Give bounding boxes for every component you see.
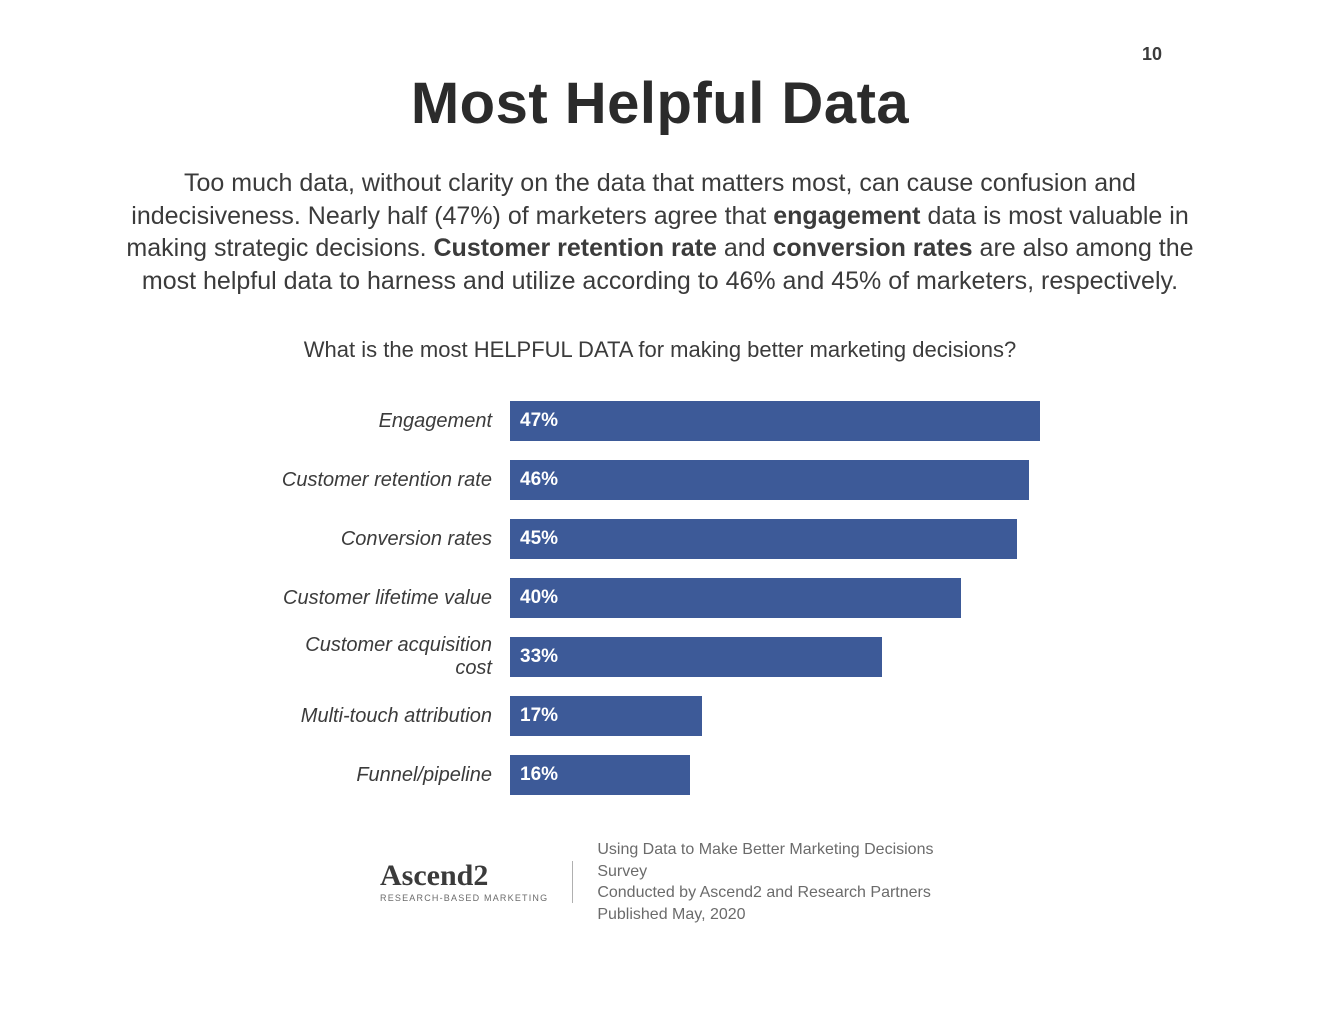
bar-row: Customer lifetime value40% bbox=[280, 578, 1040, 618]
intro-paragraph: Too much data, without clarity on the da… bbox=[110, 167, 1210, 297]
bar-row: Customer acquisition cost33% bbox=[280, 637, 1040, 677]
bar-label: Conversion rates bbox=[280, 528, 510, 551]
bar-label: Customer retention rate bbox=[280, 469, 510, 492]
intro-bold-engagement: engagement bbox=[773, 202, 920, 230]
bar-label: Customer lifetime value bbox=[280, 587, 510, 610]
bar-track: 16% bbox=[510, 755, 1040, 795]
bar-track: 45% bbox=[510, 519, 1040, 559]
bar-track: 33% bbox=[510, 637, 1040, 677]
logo-block: Ascend2 RESEARCH-BASED MARKETING bbox=[380, 861, 573, 903]
bar-chart: Engagement47%Customer retention rate46%C… bbox=[280, 401, 1040, 795]
page-title: Most Helpful Data bbox=[80, 70, 1240, 137]
bar-track: 47% bbox=[510, 401, 1040, 441]
bar: 17% bbox=[510, 696, 702, 736]
intro-text: and bbox=[717, 234, 773, 262]
source-text: Using Data to Make Better Marketing Deci… bbox=[597, 839, 940, 925]
bar: 47% bbox=[510, 401, 1040, 441]
source-line: Published May, 2020 bbox=[597, 904, 940, 926]
bar-row: Engagement47% bbox=[280, 401, 1040, 441]
bar-label: Customer acquisition cost bbox=[280, 634, 510, 680]
bar-row: Funnel/pipeline16% bbox=[280, 755, 1040, 795]
intro-bold-retention: Customer retention rate bbox=[434, 234, 717, 262]
chart-title: What is the most HELPFUL DATA for making… bbox=[80, 337, 1240, 363]
bar: 16% bbox=[510, 755, 690, 795]
bar-label: Engagement bbox=[280, 410, 510, 433]
page-number: 10 bbox=[1142, 44, 1162, 65]
logo-tagline: RESEARCH-BASED MARKETING bbox=[380, 893, 548, 903]
bar: 40% bbox=[510, 578, 961, 618]
slide-container: Most Helpful Data Too much data, without… bbox=[0, 0, 1320, 925]
bar: 46% bbox=[510, 460, 1029, 500]
bar-row: Customer retention rate46% bbox=[280, 460, 1040, 500]
bar-row: Multi-touch attribution17% bbox=[280, 696, 1040, 736]
bar-track: 17% bbox=[510, 696, 1040, 736]
source-line: Conducted by Ascend2 and Research Partne… bbox=[597, 882, 940, 904]
logo-text: Ascend2 bbox=[380, 861, 548, 891]
bar: 33% bbox=[510, 637, 882, 677]
bar-track: 46% bbox=[510, 460, 1040, 500]
bar-label: Funnel/pipeline bbox=[280, 764, 510, 787]
intro-bold-conversion: conversion rates bbox=[773, 234, 973, 262]
bar: 45% bbox=[510, 519, 1017, 559]
bar-track: 40% bbox=[510, 578, 1040, 618]
source-footer: Ascend2 RESEARCH-BASED MARKETING Using D… bbox=[380, 839, 940, 925]
bar-row: Conversion rates45% bbox=[280, 519, 1040, 559]
bar-label: Multi-touch attribution bbox=[280, 705, 510, 728]
source-line: Using Data to Make Better Marketing Deci… bbox=[597, 839, 940, 882]
